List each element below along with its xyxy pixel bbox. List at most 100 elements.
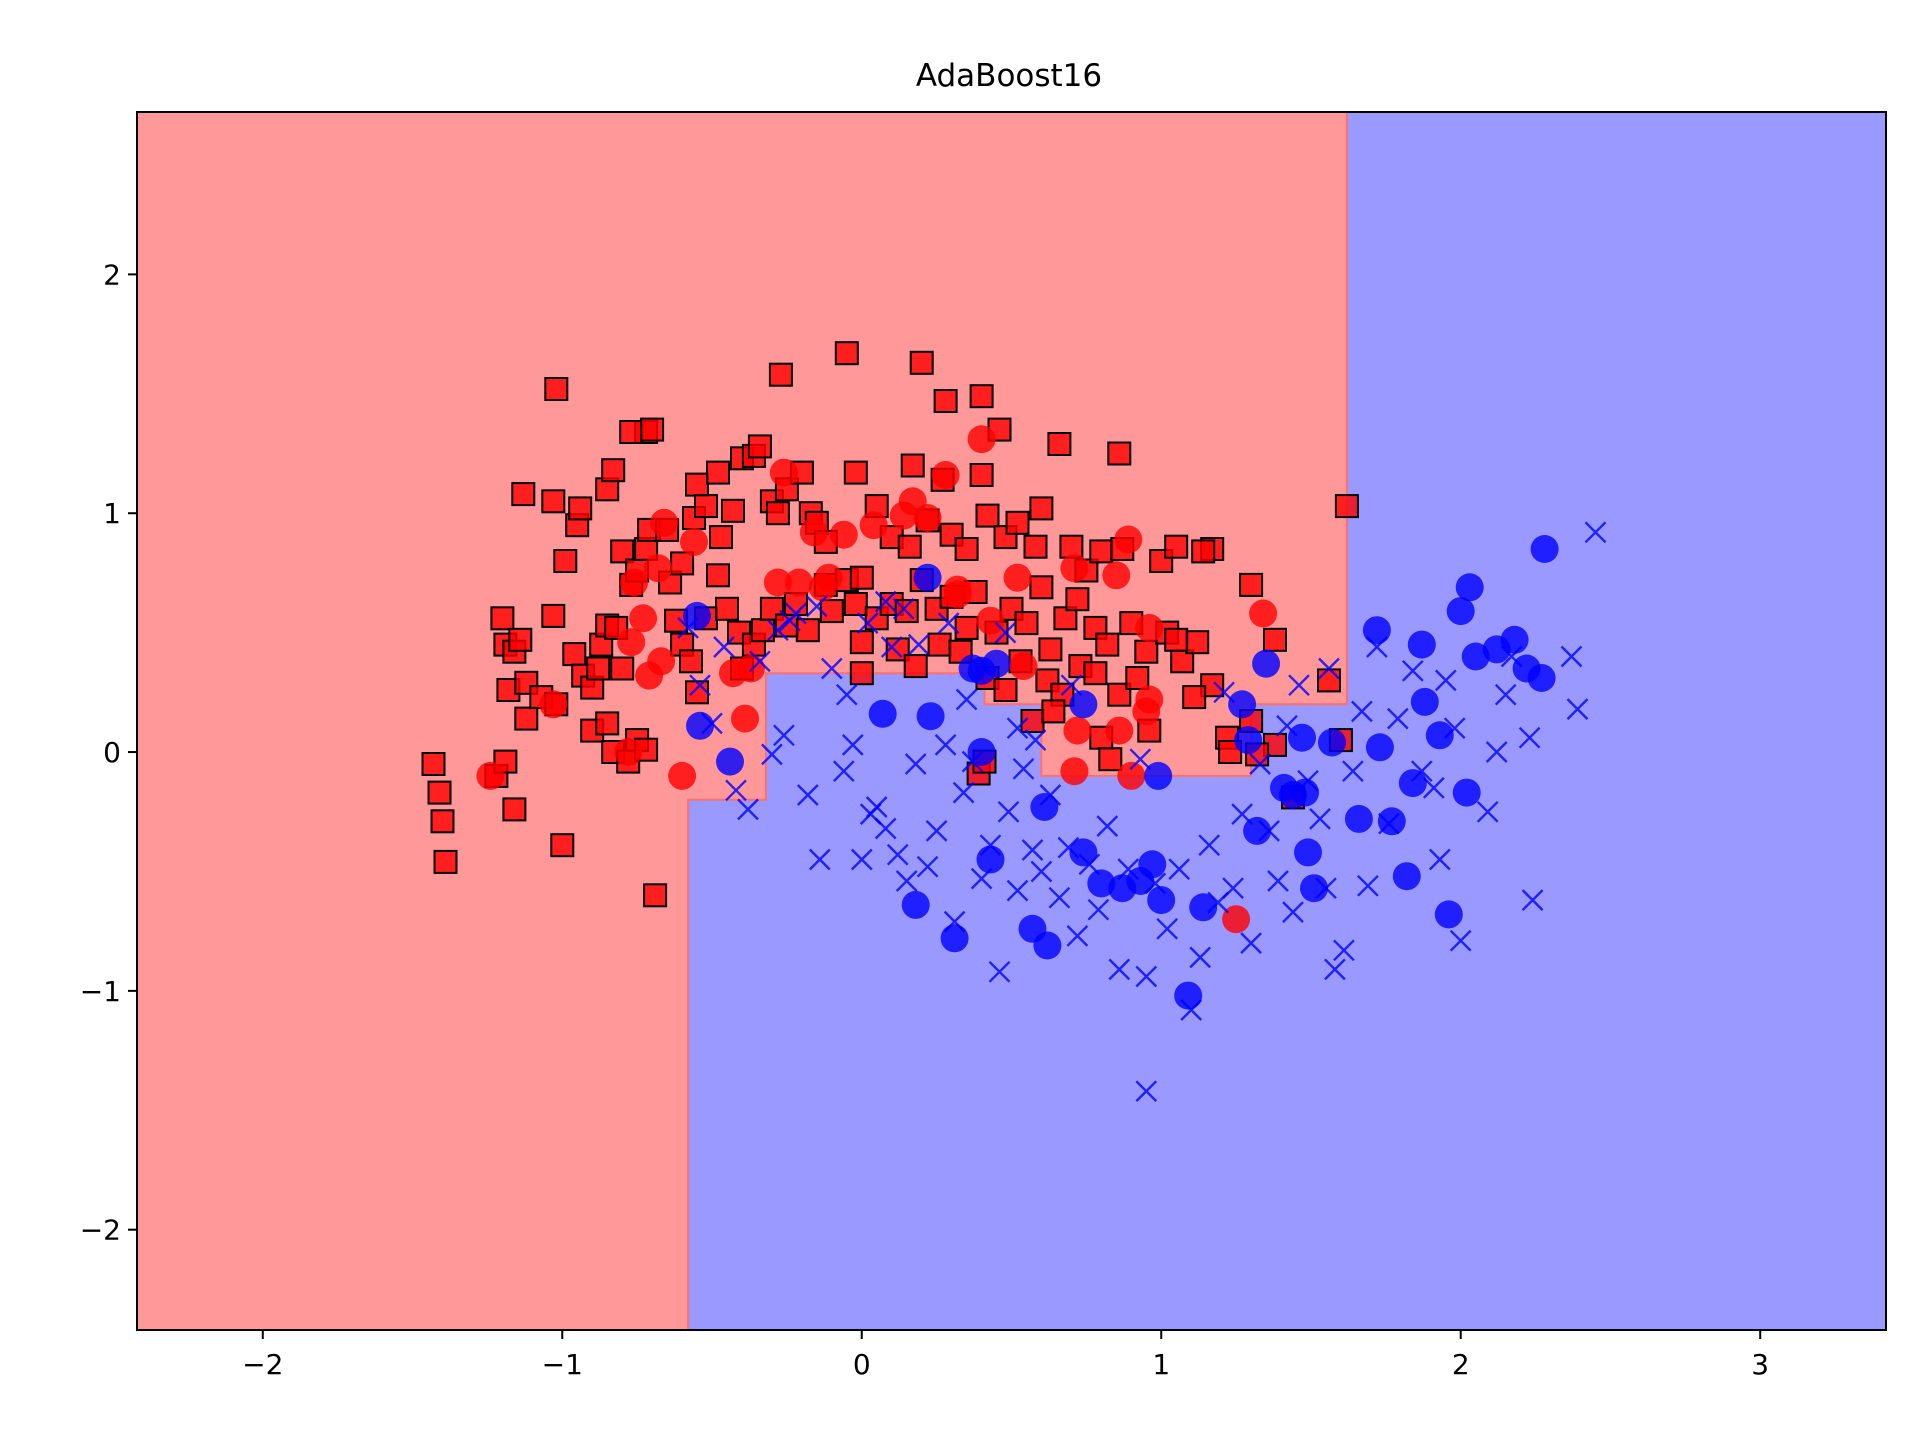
x-marker (761, 743, 783, 766)
x-marker (1066, 925, 1089, 947)
x-marker (1213, 681, 1235, 704)
x-marker (850, 848, 873, 871)
circle-marker (716, 747, 744, 776)
y-axis-ticks: −2 −1 0 1 2 (80, 258, 137, 1247)
y-tick-label: −2 (80, 1214, 121, 1247)
square-marker (1191, 539, 1216, 564)
x-marker (925, 820, 948, 842)
square-marker (1107, 682, 1132, 707)
square-marker (427, 780, 452, 805)
x-marker (1240, 932, 1262, 954)
circle-marker (1434, 900, 1463, 929)
square-marker (1098, 747, 1123, 772)
circle-marker (1249, 599, 1278, 628)
circle-marker (1318, 728, 1346, 757)
circle-marker (1003, 563, 1032, 592)
circle-marker (1087, 869, 1116, 898)
square-marker (610, 539, 635, 564)
x-marker (1401, 659, 1424, 682)
x-marker (970, 867, 993, 890)
circle-marker (799, 518, 828, 547)
x-tick-label: −2 (242, 1348, 283, 1381)
x-marker (916, 855, 939, 878)
x-marker (1144, 872, 1167, 895)
square-marker (586, 656, 611, 681)
circle-marker (1135, 613, 1164, 642)
square-marker (1125, 666, 1150, 690)
x-marker (805, 595, 828, 618)
x-marker (1096, 815, 1119, 837)
x-marker (1318, 657, 1340, 680)
x-marker (1006, 879, 1029, 902)
x-marker (880, 636, 903, 658)
x-marker (1231, 803, 1253, 825)
circle-marker (1365, 733, 1394, 762)
square-marker (511, 482, 536, 507)
square-marker (768, 362, 793, 387)
square-marker (1005, 510, 1030, 535)
square-marker (819, 599, 844, 624)
x-marker (1135, 965, 1158, 988)
plot-area (136, 111, 1887, 1331)
x-marker (1117, 858, 1140, 880)
circle-marker (1114, 525, 1143, 554)
square-marker (433, 849, 458, 874)
x-marker (1087, 898, 1110, 921)
square-marker (1334, 494, 1359, 519)
x-marker (1309, 808, 1331, 830)
x-marker (725, 779, 747, 802)
x-marker (677, 617, 699, 639)
circle-marker (1425, 721, 1454, 750)
circle-marker (1461, 642, 1490, 671)
square-marker (706, 460, 730, 485)
square-marker (1014, 611, 1039, 636)
circle-marker (1102, 561, 1131, 590)
x-marker (820, 657, 843, 680)
x-marker (1560, 645, 1583, 668)
x-marker (943, 910, 966, 933)
plot-frame (136, 111, 1887, 1331)
square-marker (541, 489, 566, 514)
circle-marker (901, 890, 930, 919)
circle-marker (916, 702, 945, 731)
circle-marker (680, 527, 708, 556)
square-marker (619, 420, 644, 444)
circle-marker (913, 563, 942, 592)
square-marker (1029, 496, 1054, 521)
x-marker (1521, 889, 1544, 911)
circle-marker (1147, 886, 1176, 915)
x-marker (1078, 853, 1101, 876)
square-marker (541, 603, 566, 628)
circle-marker (1252, 649, 1281, 678)
circle-marker (868, 699, 897, 728)
x-marker (937, 612, 960, 634)
x-marker (1434, 669, 1457, 692)
x-marker (979, 834, 1002, 857)
square-marker (1164, 627, 1189, 652)
x-marker (1024, 729, 1047, 751)
circle-marker (1138, 850, 1167, 879)
x-marker (886, 843, 909, 866)
x-marker (1428, 848, 1451, 871)
square-marker (954, 537, 979, 561)
x-marker (1030, 860, 1053, 883)
square-marker (1107, 441, 1132, 466)
x-tick-label: 0 (853, 1348, 871, 1381)
square-marker (1134, 639, 1159, 664)
circle-marker (683, 601, 711, 630)
x-marker (1189, 946, 1212, 969)
x-marker (988, 960, 1011, 983)
x-marker (1485, 741, 1508, 763)
x-marker (1258, 820, 1280, 842)
circle-marker (859, 511, 888, 540)
circle-marker (1228, 690, 1257, 719)
x-marker (1180, 999, 1203, 1021)
x-marker (874, 590, 897, 613)
circle-marker (650, 508, 679, 537)
x-tick-label: −1 (542, 1348, 583, 1381)
x-marker (1410, 760, 1433, 783)
square-marker (568, 496, 593, 521)
x-marker (1378, 812, 1400, 835)
x-marker (1249, 753, 1271, 775)
